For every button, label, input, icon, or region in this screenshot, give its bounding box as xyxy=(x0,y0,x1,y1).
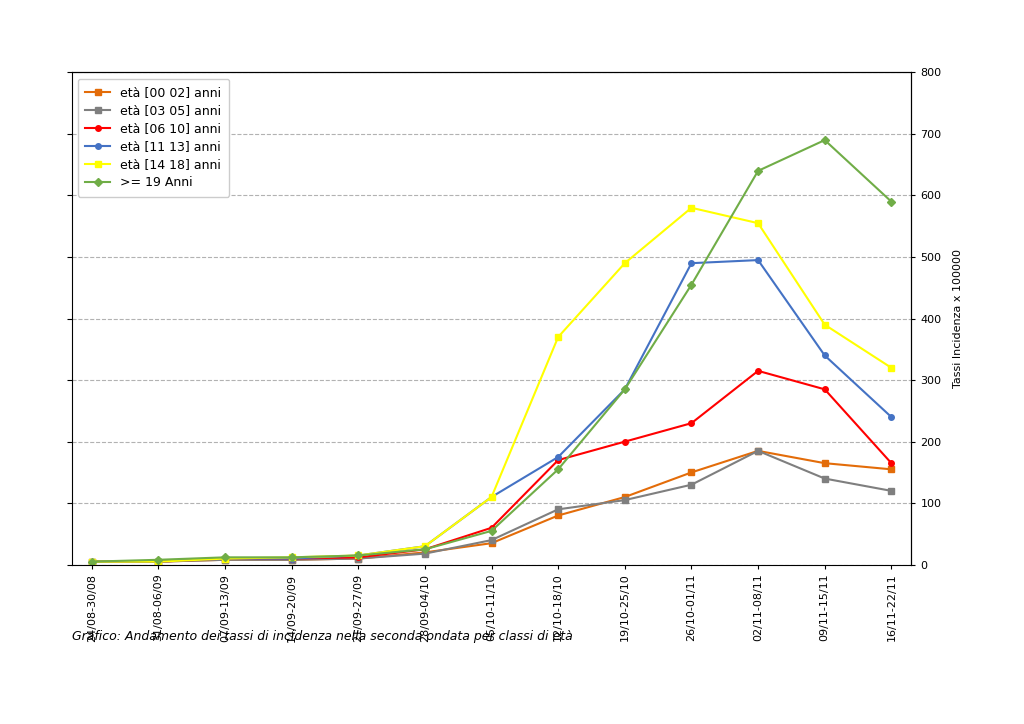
età [14 18] anni xyxy=(485,493,498,502)
Y-axis label: Tassi Incidenza x 100000: Tassi Incidenza x 100000 xyxy=(952,249,963,388)
età [14 18] anni xyxy=(419,542,431,550)
età [14 18] anni xyxy=(153,557,165,566)
>= 19 Anni xyxy=(86,557,98,566)
Text: Grafico: Andamento dei tassi di incidenza nella seconda ondata per classi di età: Grafico: Andamento dei tassi di incidenz… xyxy=(72,630,572,643)
Line: età [14 18] anni: età [14 18] anni xyxy=(89,205,894,565)
età [14 18] anni xyxy=(352,551,365,560)
età [03 05] anni xyxy=(885,487,897,495)
>= 19 Anni xyxy=(352,551,365,560)
età [11 13] anni xyxy=(885,413,897,421)
età [03 05] anni xyxy=(752,447,764,455)
età [06 10] anni xyxy=(618,437,631,446)
età [14 18] anni xyxy=(219,555,231,563)
età [06 10] anni xyxy=(885,459,897,468)
età [03 05] anni xyxy=(485,536,498,544)
età [00 02] anni xyxy=(153,557,165,566)
Line: >= 19 Anni: >= 19 Anni xyxy=(89,138,894,565)
età [00 02] anni xyxy=(352,555,365,563)
età [06 10] anni xyxy=(752,366,764,375)
Line: età [06 10] anni: età [06 10] anni xyxy=(89,368,894,565)
età [00 02] anni xyxy=(618,493,631,502)
età [06 10] anni xyxy=(219,555,231,563)
età [14 18] anni xyxy=(885,363,897,372)
età [11 13] anni xyxy=(286,555,298,563)
>= 19 Anni xyxy=(618,385,631,394)
Line: età [03 05] anni: età [03 05] anni xyxy=(89,448,894,565)
Line: età [00 02] anni: età [00 02] anni xyxy=(89,448,894,565)
età [11 13] anni xyxy=(552,452,564,461)
età [11 13] anni xyxy=(153,557,165,566)
età [00 02] anni xyxy=(219,555,231,564)
età [06 10] anni xyxy=(153,557,165,566)
>= 19 Anni xyxy=(286,553,298,562)
età [00 02] anni xyxy=(752,447,764,455)
età [11 13] anni xyxy=(219,555,231,563)
età [11 13] anni xyxy=(818,351,830,360)
età [00 02] anni xyxy=(485,539,498,547)
età [00 02] anni xyxy=(885,465,897,473)
età [11 13] anni xyxy=(485,493,498,502)
età [06 10] anni xyxy=(485,523,498,532)
età [06 10] anni xyxy=(86,557,98,566)
età [11 13] anni xyxy=(752,256,764,264)
età [03 05] anni xyxy=(153,557,165,566)
età [14 18] anni xyxy=(286,553,298,562)
età [14 18] anni xyxy=(752,219,764,227)
età [03 05] anni xyxy=(86,557,98,566)
età [06 10] anni xyxy=(552,456,564,465)
età [06 10] anni xyxy=(352,553,365,562)
età [14 18] anni xyxy=(685,203,697,212)
età [14 18] anni xyxy=(818,320,830,329)
>= 19 Anni xyxy=(219,553,231,562)
>= 19 Anni xyxy=(552,465,564,473)
>= 19 Anni xyxy=(485,526,498,535)
età [06 10] anni xyxy=(818,385,830,394)
età [11 13] anni xyxy=(352,551,365,560)
>= 19 Anni xyxy=(685,280,697,289)
età [03 05] anni xyxy=(552,505,564,514)
>= 19 Anni xyxy=(752,167,764,175)
età [03 05] anni xyxy=(352,555,365,563)
età [03 05] anni xyxy=(219,555,231,564)
età [11 13] anni xyxy=(419,542,431,550)
età [06 10] anni xyxy=(419,545,431,554)
età [03 05] anni xyxy=(818,474,830,483)
età [11 13] anni xyxy=(618,385,631,394)
età [00 02] anni xyxy=(86,557,98,566)
età [00 02] anni xyxy=(685,468,697,477)
età [00 02] anni xyxy=(286,555,298,564)
età [14 18] anni xyxy=(552,333,564,342)
età [11 13] anni xyxy=(86,557,98,566)
età [03 05] anni xyxy=(618,496,631,505)
Legend: età [00 02] anni, età [03 05] anni, età [06 10] anni, età [11 13] anni, età [14 : età [00 02] anni, età [03 05] anni, età … xyxy=(78,79,229,197)
>= 19 Anni xyxy=(885,198,897,206)
>= 19 Anni xyxy=(818,135,830,144)
età [11 13] anni xyxy=(685,259,697,268)
età [03 05] anni xyxy=(419,550,431,558)
età [06 10] anni xyxy=(286,555,298,563)
età [14 18] anni xyxy=(618,259,631,268)
Line: età [11 13] anni: età [11 13] anni xyxy=(89,257,894,565)
età [06 10] anni xyxy=(685,418,697,427)
età [03 05] anni xyxy=(286,555,298,564)
età [00 02] anni xyxy=(818,459,830,468)
>= 19 Anni xyxy=(419,545,431,554)
età [03 05] anni xyxy=(685,481,697,489)
>= 19 Anni xyxy=(153,555,165,564)
età [00 02] anni xyxy=(552,511,564,520)
età [14 18] anni xyxy=(86,557,98,566)
età [00 02] anni xyxy=(419,548,431,557)
